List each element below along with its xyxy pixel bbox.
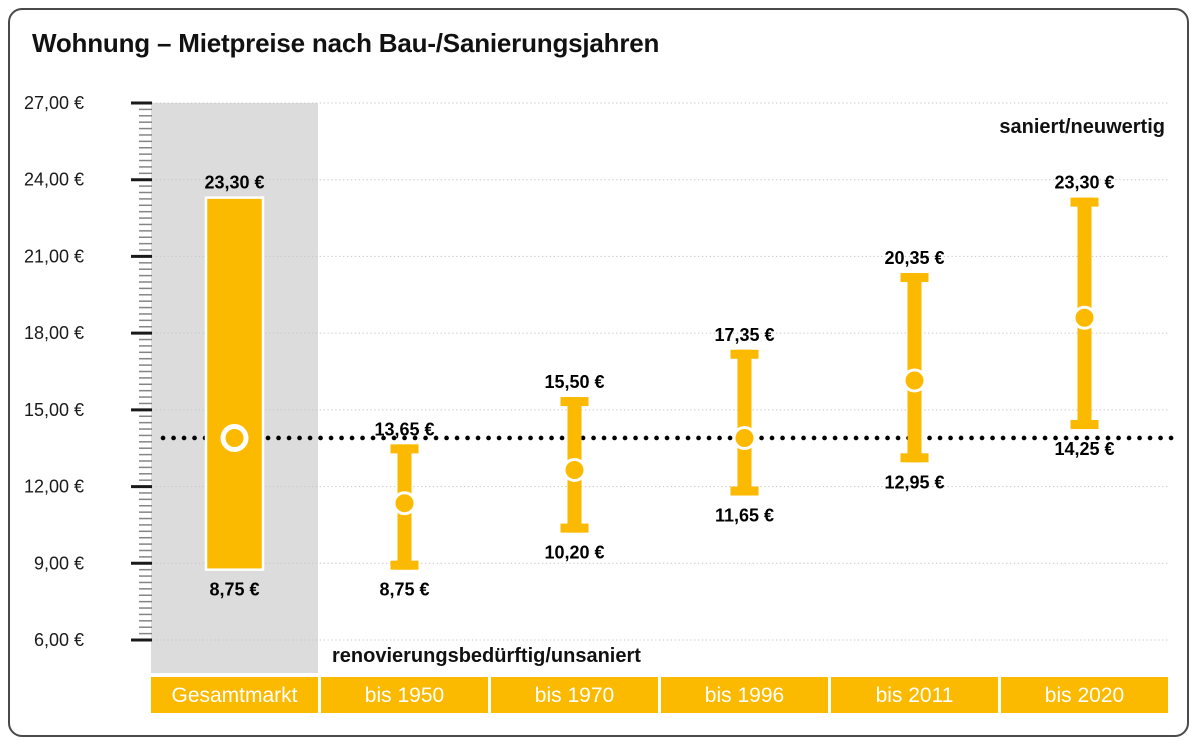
max-value-label: 23,30 € <box>1054 173 1114 193</box>
error-bar-cap-bottom <box>730 486 759 496</box>
min-value-label: 14,25 € <box>1054 439 1114 459</box>
y-tick-label: 18,00 € <box>24 323 84 343</box>
chart-title: Wohnung – Mietpreise nach Bau-/Sanierung… <box>32 28 660 58</box>
min-value-label: 8,75 € <box>209 580 259 600</box>
y-tick-label: 15,00 € <box>24 400 84 420</box>
max-value-label: 20,35 € <box>884 248 944 268</box>
min-value-label: 10,20 € <box>544 543 604 563</box>
error-bar-stem <box>907 273 922 463</box>
category-box <box>491 677 658 713</box>
category-label: bis 2020 <box>1045 684 1124 707</box>
median-dot <box>392 491 417 516</box>
y-tick-label: 24,00 € <box>24 170 84 190</box>
error-bar-cap-top <box>730 349 759 359</box>
category-box <box>1001 677 1168 713</box>
market-range-bar <box>204 196 265 571</box>
max-value-label: 13,65 € <box>374 419 434 439</box>
category-box <box>831 677 998 713</box>
max-value-label: 23,30 € <box>204 173 264 193</box>
category-label: Gesamtmarkt <box>171 684 297 707</box>
y-tick-label: 9,00 € <box>34 553 84 573</box>
category-box <box>661 677 828 713</box>
y-tick-label: 21,00 € <box>24 246 84 266</box>
median-dot <box>732 425 757 450</box>
max-value-label: 15,50 € <box>544 372 604 392</box>
error-bar-stem <box>737 349 752 496</box>
market-median-ring <box>220 423 249 452</box>
error-bar-cap-top <box>560 397 589 407</box>
max-value-label: 17,35 € <box>714 325 774 345</box>
error-bar-cap-bottom <box>390 560 419 570</box>
y-tick-label: 27,00 € <box>24 93 84 113</box>
category-box <box>151 677 318 713</box>
median-dot <box>562 457 587 482</box>
error-bar-cap-top <box>1070 197 1099 207</box>
error-bar-cap-top <box>390 444 419 454</box>
category-label: bis 1996 <box>705 684 784 707</box>
median-dot <box>1072 305 1097 330</box>
y-tick-label: 12,00 € <box>24 477 84 497</box>
median-dot <box>902 368 927 393</box>
error-bar-cap-top <box>900 273 929 283</box>
category-label: bis 1970 <box>535 684 614 707</box>
min-value-label: 11,65 € <box>715 506 774 526</box>
y-tick-label: 6,00 € <box>34 630 84 650</box>
min-value-label: 8,75 € <box>379 580 429 600</box>
error-bar-cap-bottom <box>560 523 589 533</box>
annotation-saniert-neuwertig: saniert/neuwertig <box>999 116 1165 138</box>
min-value-label: 12,95 € <box>884 472 944 492</box>
category-label: bis 2011 <box>876 684 954 707</box>
error-bar-cap-bottom <box>900 453 929 463</box>
error-bar-cap-bottom <box>1070 420 1099 430</box>
category-label: bis 1950 <box>365 684 444 707</box>
category-box <box>321 677 488 713</box>
annotation-renovierungsbeduerftig-unsaniert: renovierungsbedürftig/unsaniert <box>332 645 641 667</box>
